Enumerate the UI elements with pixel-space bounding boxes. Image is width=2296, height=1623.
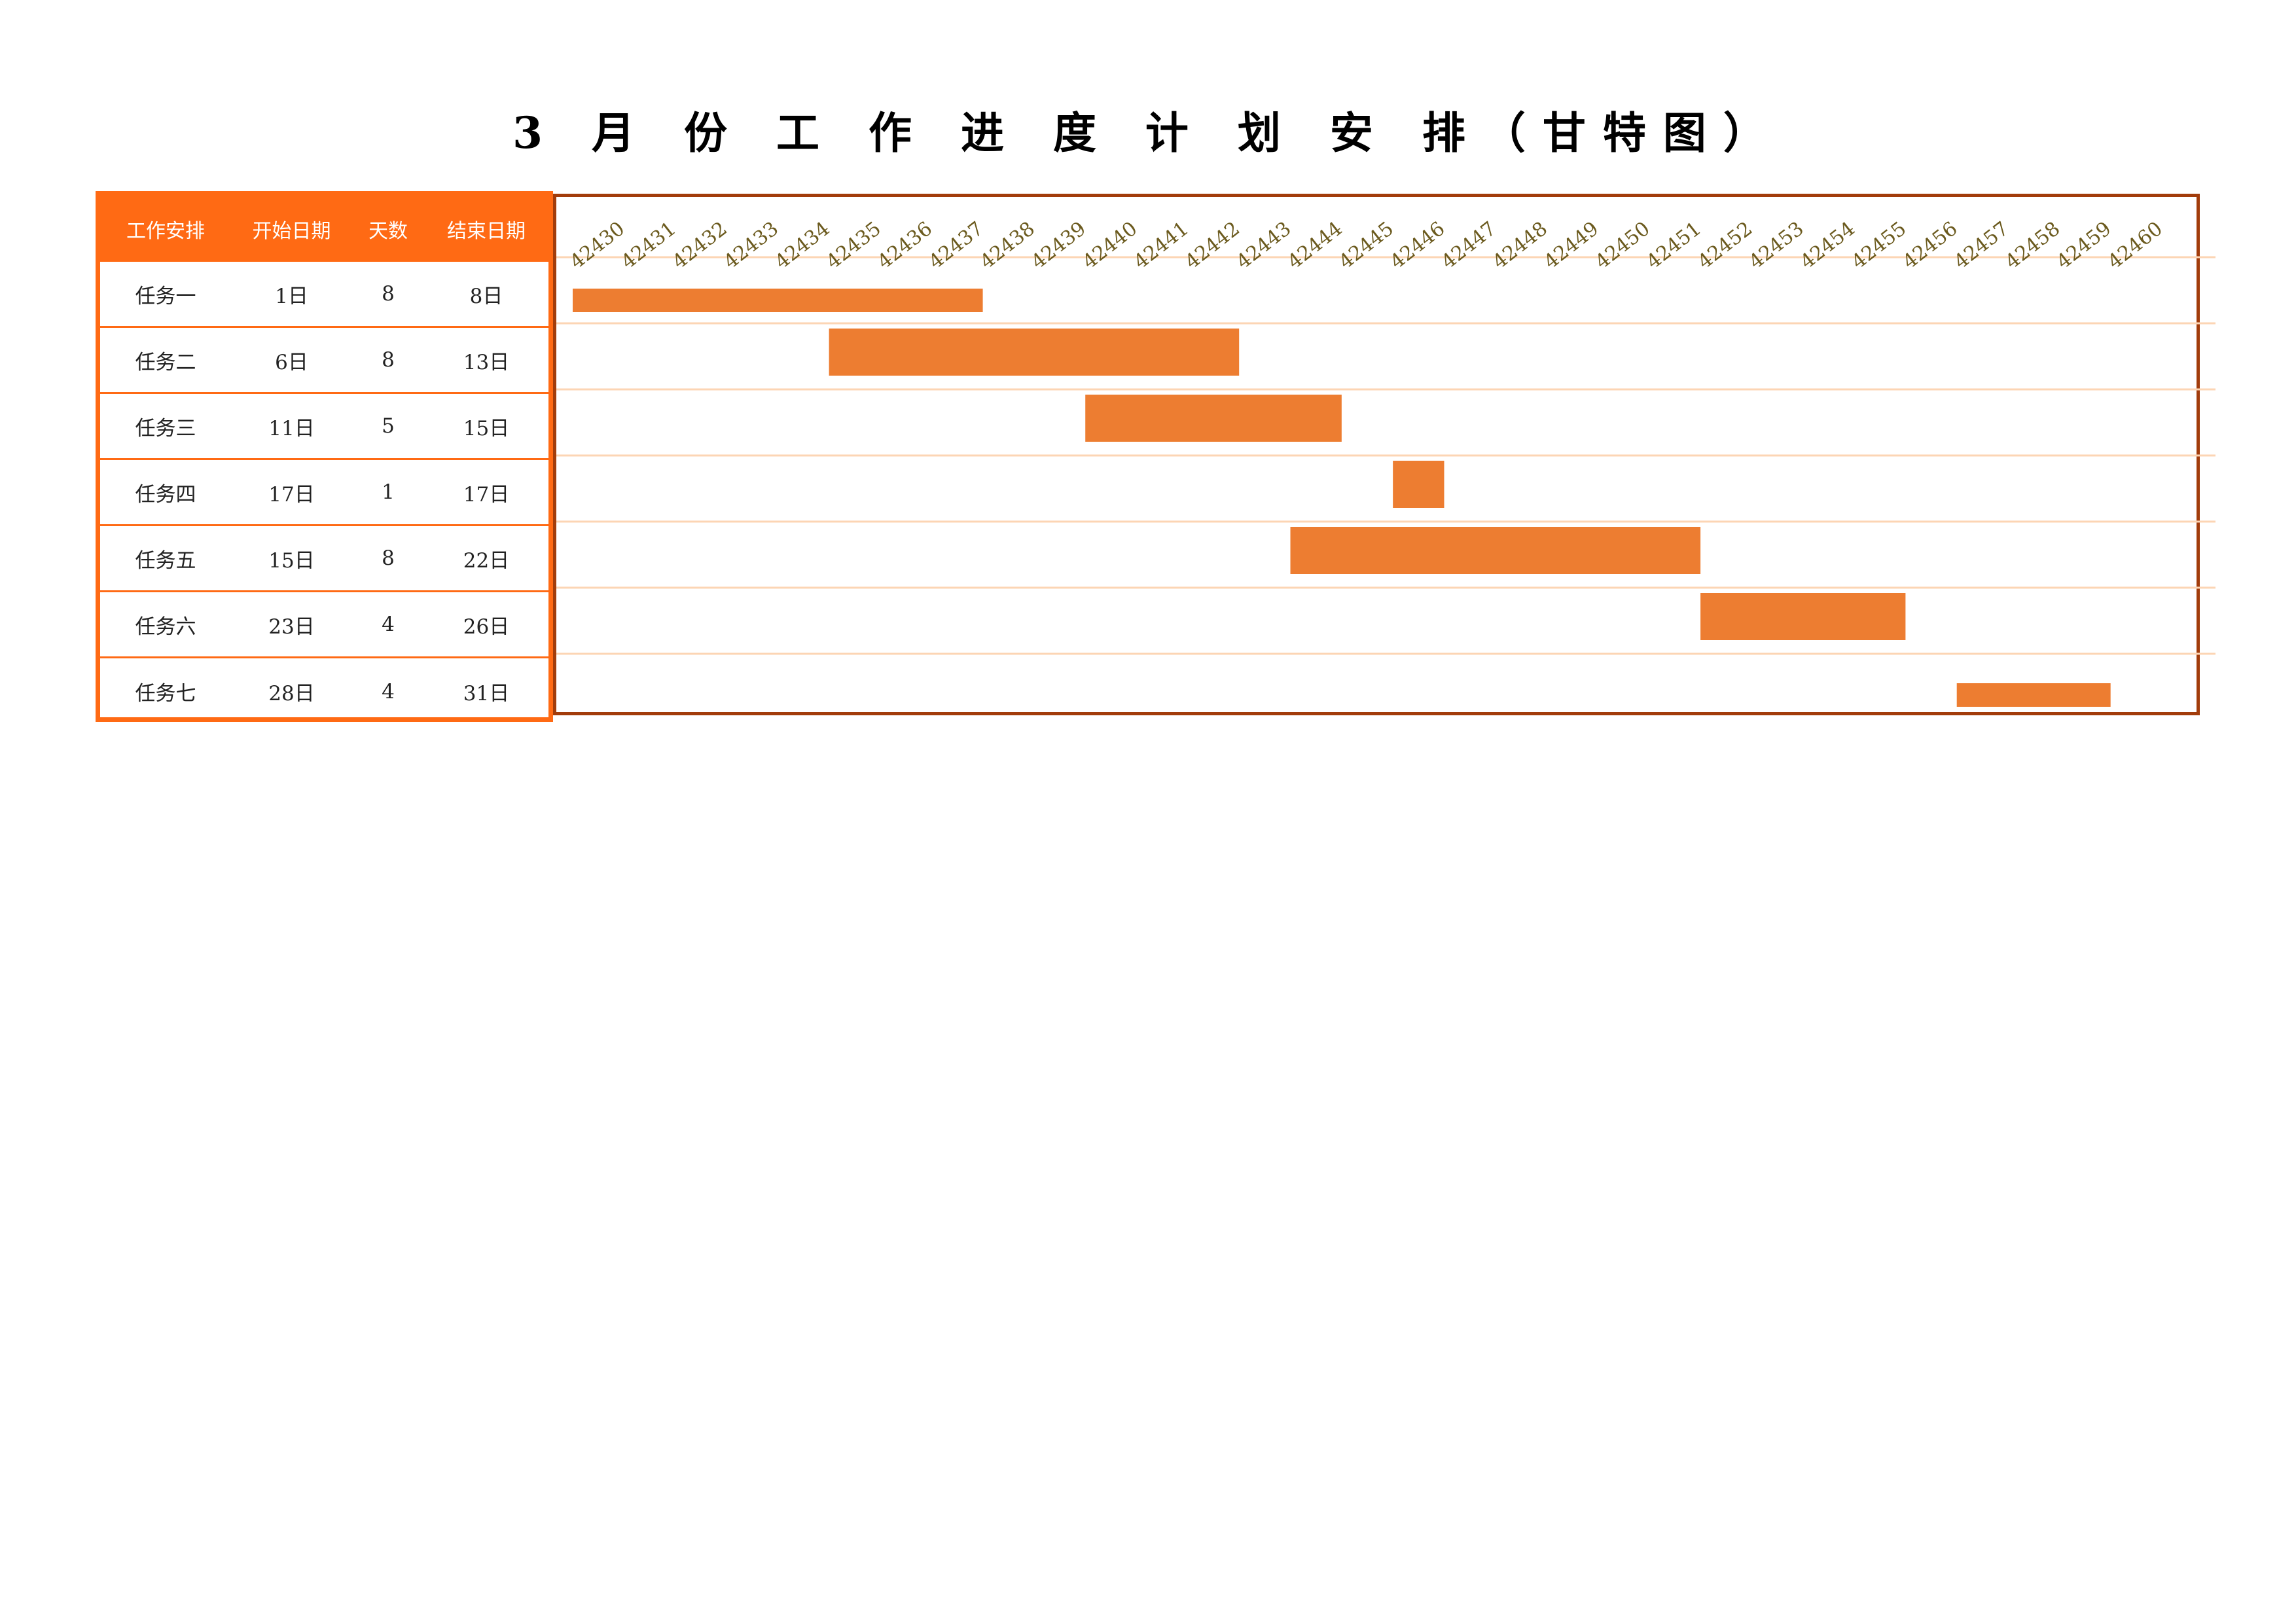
gantt-bar <box>573 289 983 312</box>
page-title: 3 月 份 工 作 进 度 计 划 安 排（甘特图） <box>512 107 1784 158</box>
x-tick-label: 42453 <box>1745 217 1808 274</box>
x-tick-label: 42439 <box>1027 217 1090 274</box>
task-start: 1日 <box>275 284 308 308</box>
x-tick-label: 42449 <box>1540 217 1604 274</box>
task-table: 工作安排 开始日期 天数 结束日期 任务一 1日 8 8日 任务二 6日 8 1… <box>96 191 553 722</box>
task-end: 26日 <box>463 615 510 639</box>
x-tick-label: 42458 <box>2001 217 2064 274</box>
x-tick-label: 42436 <box>873 217 937 274</box>
task-end: 17日 <box>463 482 510 507</box>
x-tick-label: 42452 <box>1693 217 1757 274</box>
x-tick-label: 42447 <box>1437 217 1501 274</box>
gantt-bar <box>1393 461 1444 508</box>
table-header-row: 工作安排 开始日期 天数 结束日期 <box>100 196 548 262</box>
task-name: 任务四 <box>135 482 196 507</box>
x-tick-label: 42442 <box>1181 217 1244 274</box>
x-tick-label: 42456 <box>1899 217 1962 274</box>
x-tick-label: 42440 <box>1079 217 1142 274</box>
task-start: 15日 <box>268 548 315 573</box>
x-tick-label: 42451 <box>1642 217 1706 274</box>
task-name: 任务七 <box>135 682 196 705</box>
task-end: 31日 <box>463 682 510 705</box>
x-tick-label: 42460 <box>2104 217 2167 274</box>
task-name: 任务二 <box>135 350 196 374</box>
task-end: 15日 <box>463 416 510 440</box>
header-days: 天数 <box>368 219 408 243</box>
header-start-date: 开始日期 <box>252 219 331 243</box>
task-name: 任务三 <box>135 416 196 440</box>
table-row: 任务三 11日 5 15日 <box>100 394 548 460</box>
x-tick-label: 42435 <box>822 217 886 274</box>
x-tick-label: 42454 <box>1796 217 1859 274</box>
header-task-name: 工作安排 <box>126 219 205 243</box>
task-days: 1 <box>382 480 395 504</box>
x-tick-label: 42430 <box>565 217 629 274</box>
x-tick-label: 42438 <box>976 217 1039 274</box>
gantt-chart: 42430 42431 42432 42433 42434 42435 42436 42437… <box>553 191 2215 722</box>
task-days: 8 <box>382 282 395 306</box>
x-tick-label: 42444 <box>1283 217 1347 274</box>
x-tick-label: 42455 <box>1847 217 1910 274</box>
task-days: 8 <box>382 348 395 372</box>
gantt-bar <box>1700 593 1906 640</box>
gantt-bar <box>829 329 1240 376</box>
task-start: 6日 <box>275 350 308 374</box>
x-tick-label: 42448 <box>1488 217 1552 274</box>
x-tick-label: 42443 <box>1232 217 1296 274</box>
x-tick-label: 42450 <box>1591 217 1655 274</box>
task-name: 任务一 <box>135 284 196 308</box>
task-name: 任务五 <box>135 548 196 573</box>
x-tick-label: 42459 <box>2053 217 2116 274</box>
task-days: 4 <box>382 613 395 636</box>
task-start: 28日 <box>268 682 315 705</box>
task-start: 17日 <box>268 482 315 507</box>
header-end-date: 结束日期 <box>447 219 526 243</box>
task-start: 11日 <box>268 416 315 440</box>
task-end: 13日 <box>463 350 510 374</box>
x-tick-label: 42432 <box>668 217 732 274</box>
x-tick-label: 42433 <box>719 217 783 274</box>
x-tick-label: 42457 <box>1950 217 2013 274</box>
task-end: 8日 <box>469 284 503 308</box>
gantt-bar <box>1290 527 1701 574</box>
x-tick-label: 42437 <box>925 217 988 274</box>
table-row: 任务一 1日 8 8日 <box>100 262 548 328</box>
task-days: 4 <box>382 679 395 704</box>
table-row: 任务二 6日 8 13日 <box>100 328 548 394</box>
x-tick-label: 42446 <box>1386 217 1450 274</box>
table-row: 任务四 17日 1 17日 <box>100 460 548 526</box>
task-days: 5 <box>382 414 395 438</box>
x-tick-label: 42441 <box>1130 217 1193 274</box>
x-tick-label: 42431 <box>617 217 681 274</box>
table-row: 任务五 15日 8 22日 <box>100 526 548 592</box>
task-end: 22日 <box>463 548 510 573</box>
task-name: 任务六 <box>135 615 196 639</box>
task-days: 8 <box>382 546 395 570</box>
gantt-bar <box>1085 395 1342 442</box>
gantt-svg: 4243042431424324243342434424354243642437… <box>556 217 2215 707</box>
table-row: 任务六 23日 4 26日 <box>100 592 548 658</box>
x-tick-label: 42434 <box>771 217 834 274</box>
x-tick-label: 42445 <box>1335 217 1398 274</box>
table-row: 任务七 28日 4 31日 <box>100 658 548 724</box>
gantt-bar <box>1956 683 2111 707</box>
task-start: 23日 <box>268 615 315 639</box>
